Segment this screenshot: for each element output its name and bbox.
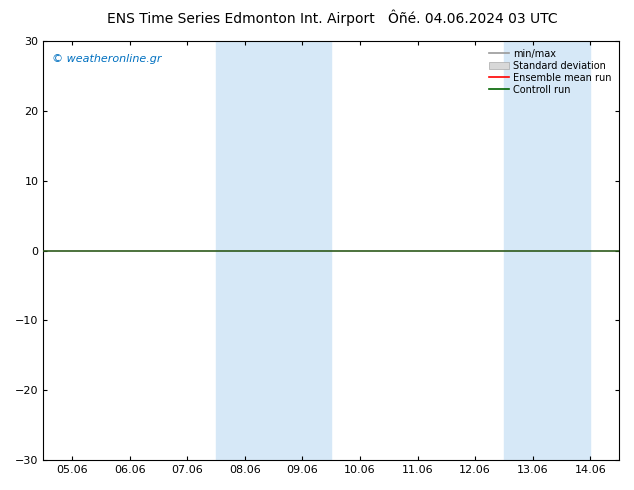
- Legend: min/max, Standard deviation, Ensemble mean run, Controll run: min/max, Standard deviation, Ensemble me…: [486, 46, 614, 98]
- Text: Ôñé. 04.06.2024 03 UTC: Ôñé. 04.06.2024 03 UTC: [387, 12, 557, 26]
- Text: ENS Time Series Edmonton Int. Airport: ENS Time Series Edmonton Int. Airport: [107, 12, 375, 26]
- Text: © weatheronline.gr: © weatheronline.gr: [52, 53, 162, 64]
- Bar: [216, 41, 331, 460]
- Bar: [504, 41, 590, 460]
